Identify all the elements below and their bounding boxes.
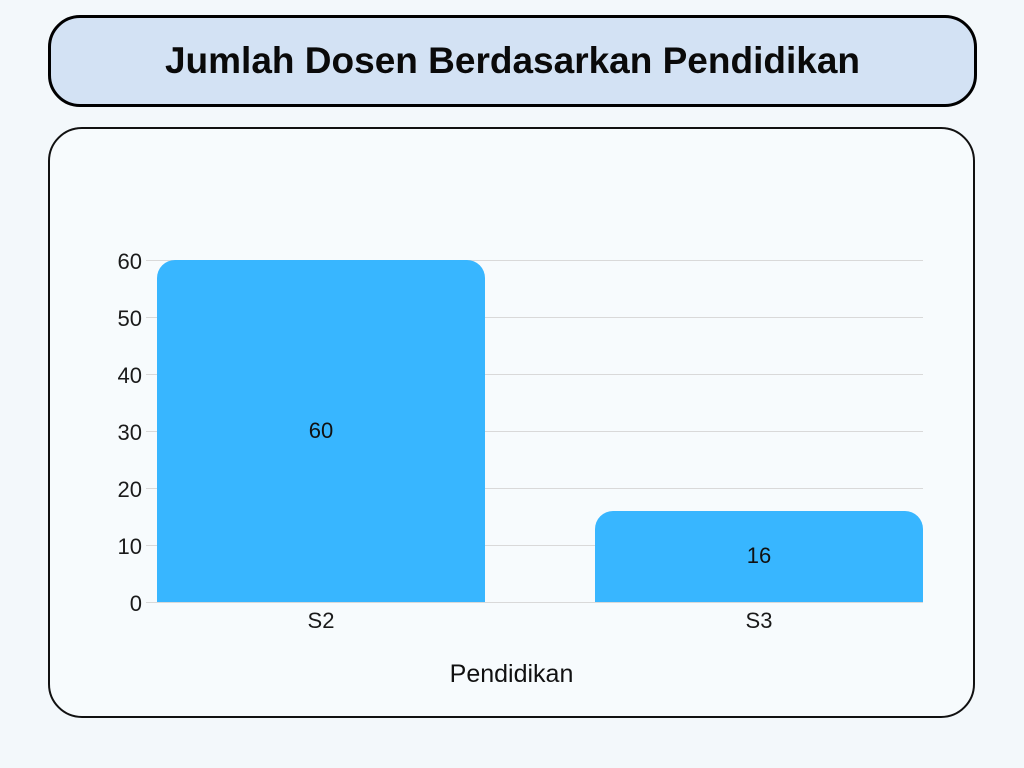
gridline-y30 bbox=[146, 430, 923, 432]
bar-s3 bbox=[595, 510, 923, 602]
y-tick-label: 30 bbox=[117, 420, 142, 445]
chart-title-box: Jumlah Dosen Berdasarkan Pendidikan bbox=[48, 15, 977, 107]
chart-title: Jumlah Dosen Berdasarkan Pendidikan bbox=[164, 40, 860, 81]
y-tick-label: 60 bbox=[117, 249, 142, 274]
y-tick-label: 10 bbox=[117, 534, 142, 559]
gridline-y60 bbox=[146, 259, 923, 261]
gridline-y10 bbox=[146, 544, 923, 546]
y-tick-label: 40 bbox=[117, 363, 142, 388]
gridline-y50 bbox=[146, 316, 923, 318]
y-tick-label: 50 bbox=[117, 306, 142, 331]
gridline-y40 bbox=[146, 373, 923, 375]
bar-value-label-s2: 60 bbox=[308, 418, 334, 443]
gridline-y0 bbox=[146, 601, 923, 603]
bar-s2 bbox=[157, 260, 485, 602]
x-tick-label-s2: S2 bbox=[307, 608, 335, 633]
y-tick-label: 20 bbox=[117, 477, 142, 502]
y-tick-label: 0 bbox=[129, 591, 142, 616]
x-tick-label-s3: S3 bbox=[745, 608, 773, 633]
x-axis-title: Pendidikan bbox=[449, 660, 574, 688]
gridline-y20 bbox=[146, 487, 923, 489]
bar-value-label-s3: 16 bbox=[746, 543, 772, 569]
